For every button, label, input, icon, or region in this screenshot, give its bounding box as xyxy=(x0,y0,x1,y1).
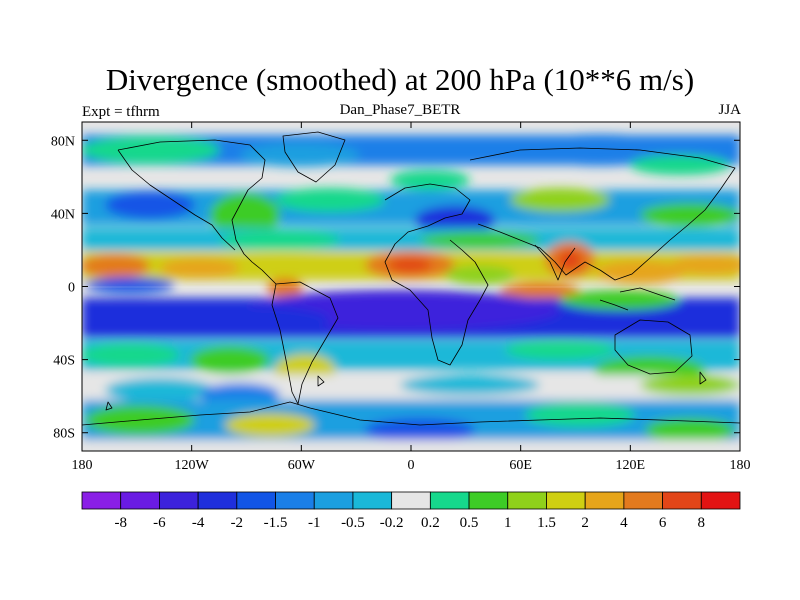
colorbar-label: -0.5 xyxy=(341,515,365,531)
y-tick-label: 40N xyxy=(51,207,75,222)
colorbar-label: -1.5 xyxy=(264,515,288,531)
colorbar-label: 6 xyxy=(659,515,667,531)
colorbar-label: 1 xyxy=(504,515,512,531)
x-tick-label: 120E xyxy=(616,458,646,473)
x-tick-label: 60W xyxy=(288,458,316,473)
colorbar-swatch xyxy=(623,491,663,510)
colorbar-label: 0.2 xyxy=(421,515,440,531)
y-tick-label: 40S xyxy=(53,354,75,369)
colorbar-swatch xyxy=(236,491,276,510)
colorbar-label: -0.2 xyxy=(380,515,404,531)
colorbar-swatch xyxy=(120,491,160,510)
x-tick-label: 180 xyxy=(72,458,93,473)
x-tick-label: 0 xyxy=(408,458,415,473)
colorbar-label: 2 xyxy=(581,515,589,531)
x-tick-label: 120W xyxy=(175,458,210,473)
colorbar-label: 0.5 xyxy=(460,515,479,531)
colorbar-swatch xyxy=(468,491,509,510)
colorbar-label: 4 xyxy=(620,515,628,531)
x-tick-label: 180 xyxy=(730,458,751,473)
season-label: JJA xyxy=(718,102,741,118)
colorbar-swatch xyxy=(391,491,431,510)
y-tick-label: 80N xyxy=(51,134,75,149)
colorbar-swatch xyxy=(584,491,625,510)
experiment-label: Expt = tfhrm xyxy=(82,104,160,120)
colorbar-swatch xyxy=(546,491,586,510)
colorbar-label: -4 xyxy=(192,515,205,531)
colorbar-label: -2 xyxy=(231,515,244,531)
colorbar-swatch xyxy=(352,491,393,510)
x-axis: 180 120W 60W 0 60E 120E 180 xyxy=(72,122,751,473)
x-tick-label: 60E xyxy=(509,458,532,473)
y-axis: 80N 40N 0 40S 80S xyxy=(51,134,740,442)
y-tick-label: 0 xyxy=(68,281,75,296)
colorbar-swatch xyxy=(662,491,702,510)
colorbar-swatch xyxy=(313,491,354,510)
colorbar-swatch xyxy=(700,491,741,510)
colorbar-label: -1 xyxy=(308,515,321,531)
colorbar-swatch xyxy=(197,491,238,510)
divergence-field xyxy=(82,122,740,451)
colorbar-label: 8 xyxy=(698,515,706,531)
colorbar-swatch xyxy=(507,491,547,510)
colorbar-label: -8 xyxy=(114,515,127,531)
colorbar-swatch xyxy=(81,491,122,510)
chart-title: Divergence (smoothed) at 200 hPa (10**6 … xyxy=(105,62,695,97)
colorbar-swatch xyxy=(429,491,470,510)
case-label: Dan_Phase7_BETR xyxy=(339,102,461,118)
colorbar-label: 1.5 xyxy=(537,515,556,531)
colorbar-label: -6 xyxy=(153,515,166,531)
colorbar-swatch xyxy=(159,491,199,510)
colorbar-swatch xyxy=(275,491,315,510)
colorbar: -8 -6 -4 -2 -1.5 -1 -0.5 -0.2 0.2 0.5 1 1.5 2 4 6 8 xyxy=(81,491,741,531)
y-tick-label: 80S xyxy=(53,427,75,442)
